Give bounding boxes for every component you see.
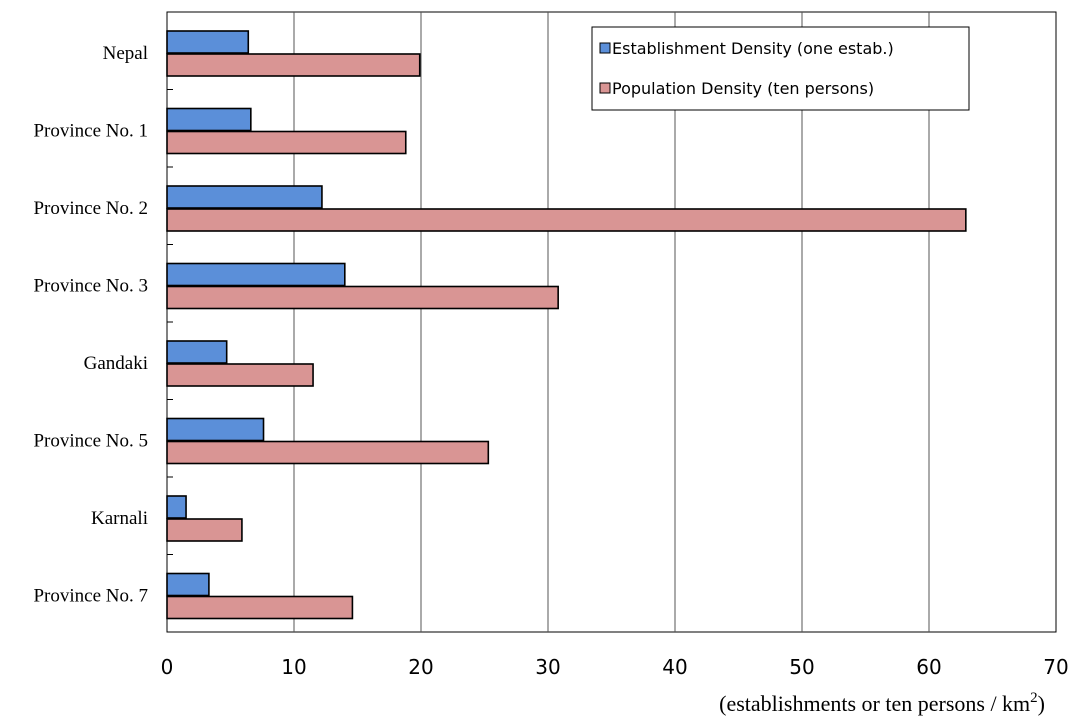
bar-establishment-density: [166, 185, 323, 209]
x-tick-label: 70: [1043, 655, 1068, 679]
x-tick-label: 0: [161, 655, 174, 679]
bar-population-density: [166, 440, 490, 465]
bar-establishment-density: [166, 572, 210, 597]
bars: [166, 30, 967, 620]
category-label: Gandaki: [84, 353, 148, 374]
bar-population-density: [166, 363, 314, 387]
x-tick-labels: 0 10 20 30 40 50 60 70: [161, 655, 1069, 679]
gridlines: [293, 12, 930, 632]
category-labels: Nepal Province No. 1 Province No. 2 Provinc…: [33, 43, 173, 607]
bar-population-density: [166, 285, 559, 310]
x-tick-label: 20: [408, 655, 433, 679]
bar-establishment-density: [166, 417, 265, 442]
category-label: Karnali: [91, 508, 148, 529]
x-tick-label: 10: [281, 655, 306, 679]
bar-establishment-density: [166, 262, 346, 287]
legend-label-population: Population Density (ten persons): [612, 79, 874, 98]
x-tick-label: 60: [916, 655, 941, 679]
category-label: Province No. 5: [33, 431, 148, 452]
bar-population-density: [166, 595, 354, 620]
category-label: Province No. 7: [33, 586, 148, 607]
bar-population-density: [166, 518, 243, 542]
category-label: Province No. 3: [33, 276, 148, 297]
bar-establishment-density: [166, 30, 250, 54]
legend-label-establishment: Establishment Density (one estab.): [612, 39, 894, 58]
legend-swatch-establishment: [599, 42, 611, 54]
category-label: Province No. 2: [33, 198, 148, 219]
x-tick-label: 30: [535, 655, 560, 679]
legend-swatch-population: [599, 82, 611, 94]
x-axis-label: (establishments or ten persons / km2): [719, 690, 1045, 716]
bar-population-density: [166, 208, 967, 232]
bar-establishment-density: [166, 340, 228, 364]
bar-establishment-density: [166, 107, 252, 132]
category-label: Nepal: [103, 43, 148, 64]
legend: Establishment Density (one estab.) Popul…: [591, 26, 970, 111]
category-label: Province No. 1: [33, 121, 148, 142]
bar-population-density: [166, 53, 421, 77]
x-tick-label: 40: [662, 655, 687, 679]
bar-population-density: [166, 130, 407, 155]
plot-area: [166, 11, 1057, 633]
legend-box: [591, 26, 970, 111]
x-tick-label: 50: [789, 655, 814, 679]
bar-establishment-density: [166, 495, 187, 519]
